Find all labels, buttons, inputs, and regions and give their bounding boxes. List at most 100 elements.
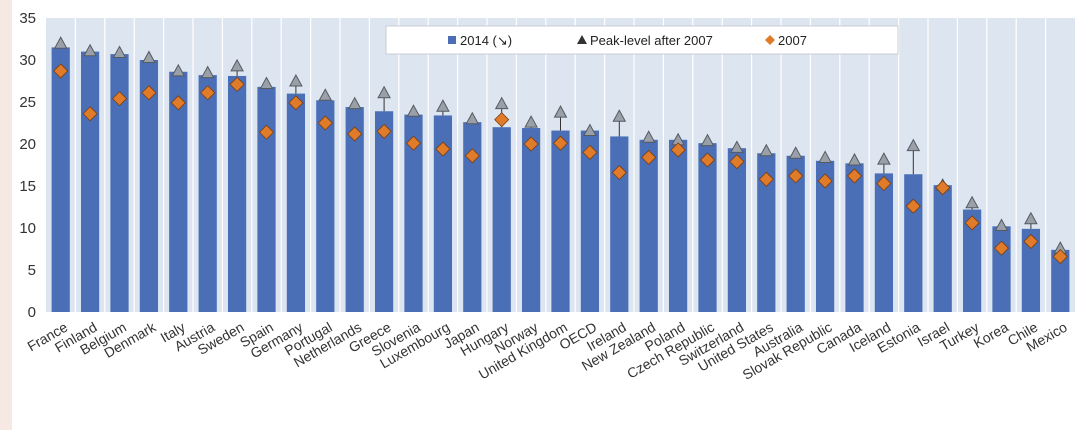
bar-australia <box>786 155 805 312</box>
peak-marker <box>200 65 215 79</box>
bar-norway <box>521 128 541 312</box>
marker-2007 <box>876 175 892 192</box>
peak-marker <box>289 73 303 87</box>
bar-israel <box>933 185 952 312</box>
peak-marker <box>877 152 891 165</box>
bar-france <box>51 47 70 313</box>
y-tick-label: 5 <box>28 262 36 279</box>
marker-2007 <box>1052 248 1068 265</box>
peak-marker <box>818 150 832 163</box>
marker-2007 <box>405 135 422 151</box>
marker-2007 <box>111 91 128 107</box>
marker-2007 <box>758 171 774 187</box>
bar-estonia <box>904 174 923 312</box>
y-tick-label: 25 <box>19 94 36 111</box>
peak-marker <box>83 43 97 57</box>
peak-marker <box>259 76 274 90</box>
bar-korea <box>992 226 1011 312</box>
peak-marker <box>53 36 68 49</box>
gridlines <box>74 18 1047 312</box>
bar-iceland <box>874 173 894 312</box>
marker-2007 <box>435 141 451 157</box>
peak-marker <box>700 133 715 147</box>
peak-marker <box>112 45 127 58</box>
peak-marker <box>1024 211 1038 225</box>
peak-marker <box>641 130 656 143</box>
bars <box>51 47 1070 313</box>
marker-2007 <box>611 164 627 181</box>
legend-label-peak: Peak-level after 2007 <box>590 33 713 48</box>
marker-2007 <box>552 135 569 151</box>
marker-2007 <box>670 142 686 158</box>
marker-2007 <box>82 106 98 122</box>
marker-2007 <box>964 215 980 231</box>
peak-marker <box>406 104 421 117</box>
marker-2007 <box>317 115 333 131</box>
bar-switzerland <box>727 148 747 312</box>
marker-2007 <box>376 123 392 139</box>
peak-marker <box>730 140 744 153</box>
bar-portugal <box>316 100 335 312</box>
bar-ireland <box>610 136 629 312</box>
bar-germany <box>286 93 306 312</box>
peak-marker <box>347 96 362 110</box>
bar-turkey <box>962 209 982 312</box>
bar-slovenia <box>404 114 423 312</box>
peak-marker <box>788 146 803 159</box>
peak-marker <box>583 123 597 137</box>
legend-label-2014: 2014 (↘) <box>460 33 512 48</box>
peak-marker <box>759 143 774 157</box>
legend-swatch-triangle <box>577 35 587 44</box>
y-axis: 0 5 10 15 20 25 30 35 <box>19 10 36 321</box>
marker-2007 <box>494 112 510 128</box>
peak-marker <box>553 105 568 118</box>
peak-marker <box>142 50 156 63</box>
bar-united-states <box>757 153 776 312</box>
left-edge-strip <box>0 0 12 430</box>
peak-marker <box>906 138 921 152</box>
legend-box <box>385 25 899 55</box>
bar-poland <box>668 139 688 312</box>
peak-marker <box>612 109 627 122</box>
bar-denmark <box>139 60 159 312</box>
marker-2007 <box>699 152 716 168</box>
bar-united-kingdom <box>551 130 570 312</box>
marker-2007 <box>288 95 304 111</box>
marker-2007 <box>817 173 833 189</box>
legend: 2014 (↘) Peak-level after 2007 2007 <box>385 25 899 55</box>
bar-oecd <box>580 130 600 312</box>
bar-italy <box>169 71 188 312</box>
marker-2007 <box>788 168 804 184</box>
marker-2007 <box>200 85 216 101</box>
marker-2007 <box>582 144 598 160</box>
bar-netherlands <box>345 107 364 312</box>
marker-2007 <box>141 85 157 101</box>
y-tick-label: 35 <box>19 10 36 27</box>
peak-marker <box>965 195 979 209</box>
bar-canada <box>845 163 864 312</box>
marker-2007 <box>229 76 245 92</box>
bar-austria <box>198 75 217 313</box>
marker-2007 <box>464 148 480 164</box>
bar-japan <box>463 122 482 312</box>
bar-greece <box>374 111 394 313</box>
y-tick-label: 20 <box>19 136 36 153</box>
marker-2007 <box>935 180 951 196</box>
peak-marker <box>465 111 480 125</box>
bar-finland <box>80 51 100 312</box>
bar-slovak-republic <box>815 160 835 312</box>
peak-marker <box>377 85 391 99</box>
marker-2007 <box>347 126 363 142</box>
peak-marker <box>436 99 450 112</box>
marker-2007 <box>1023 233 1039 250</box>
y-tick-label: 10 <box>19 220 36 237</box>
peak-marker <box>171 63 186 77</box>
peak-marker <box>847 152 862 166</box>
marker-2007 <box>846 168 863 184</box>
y-tick-label: 15 <box>19 178 36 195</box>
bar-mexico <box>1051 249 1070 312</box>
bar-czech-republic <box>698 143 717 312</box>
peak-marker <box>494 96 509 110</box>
